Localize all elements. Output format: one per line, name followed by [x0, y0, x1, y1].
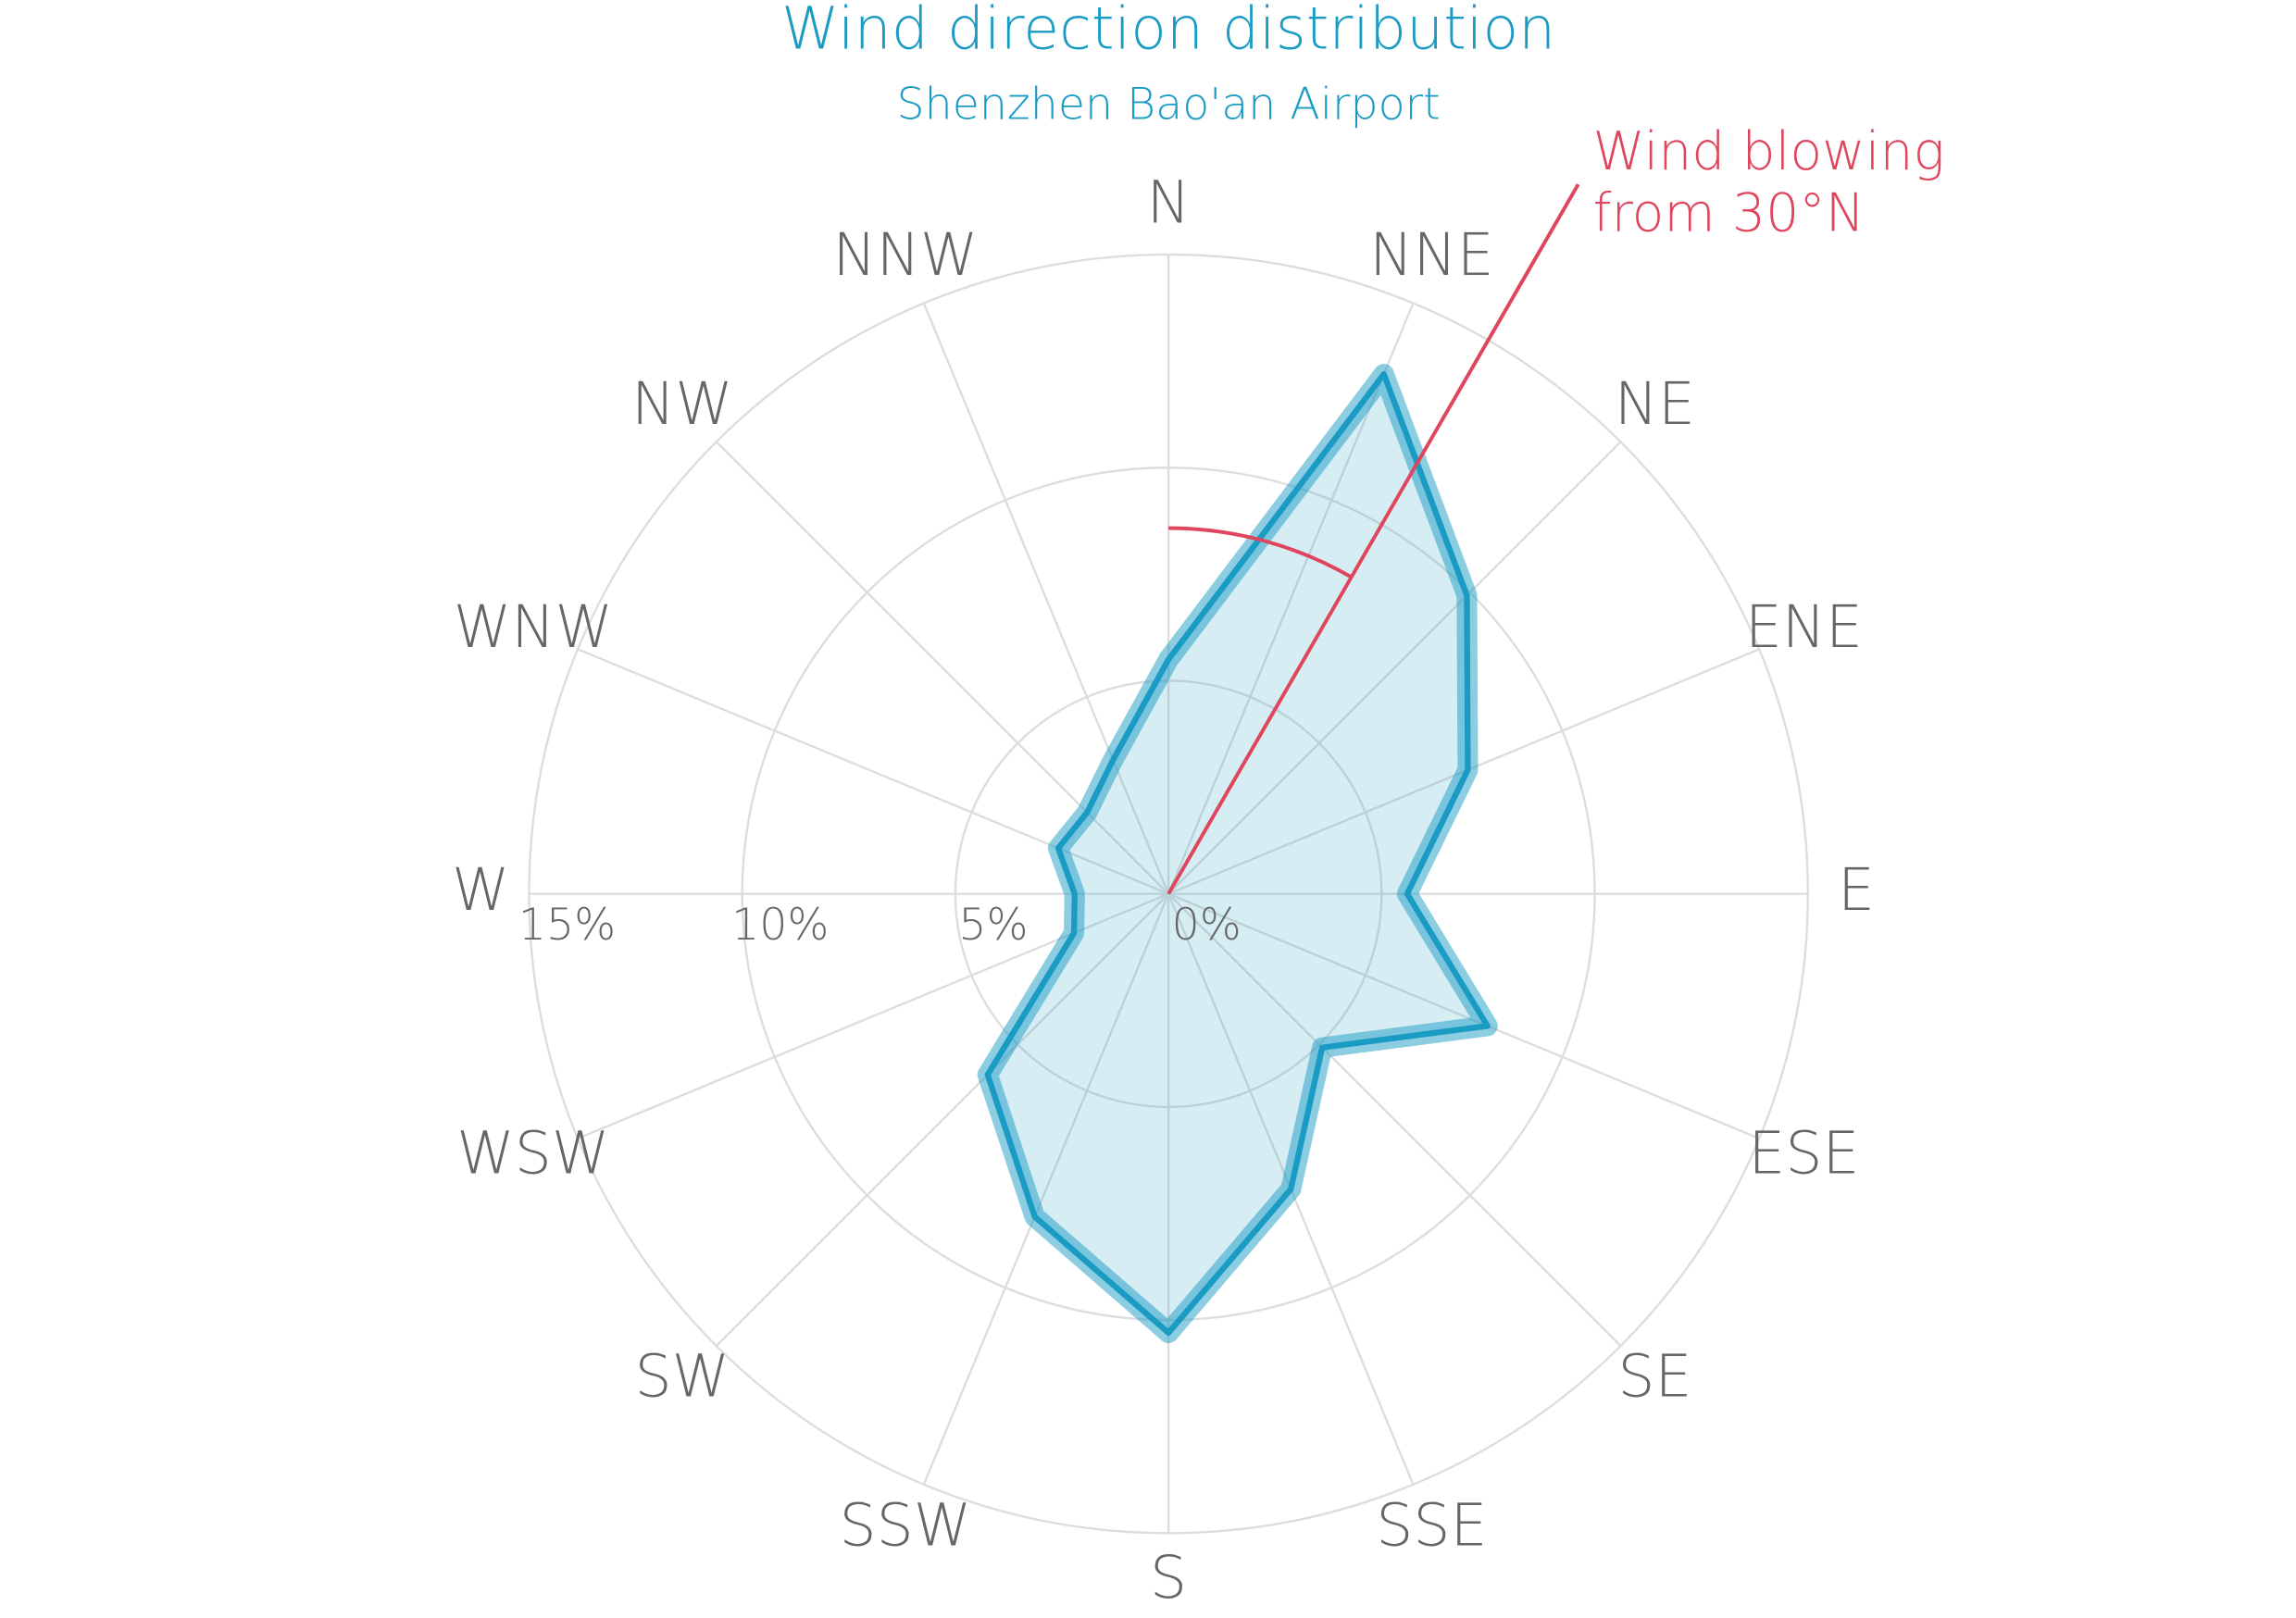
spoke: [1167, 441, 1622, 895]
direction-label: NW: [631, 369, 733, 438]
direction-label: E: [1838, 855, 1875, 924]
direction-label: SSE: [1376, 1490, 1487, 1559]
direction-label: N: [1146, 168, 1190, 236]
direction-label: S: [1150, 1543, 1187, 1612]
annotation-text: from 30°N: [1592, 182, 1865, 243]
direction-label: ENE: [1745, 592, 1863, 661]
r-tick-label: 10%: [731, 900, 829, 951]
direction-label: SSW: [839, 1490, 971, 1559]
spoke: [922, 303, 1170, 895]
spoke: [1167, 892, 1622, 1347]
spoke: [715, 892, 1169, 1347]
direction-label: WSW: [456, 1118, 609, 1187]
annotation-arc: [1168, 526, 1353, 579]
annotation-line: [1167, 183, 1580, 895]
direction-label: SE: [1617, 1341, 1691, 1410]
direction-label: NE: [1615, 369, 1695, 438]
r-tick-label: 5%: [958, 900, 1028, 951]
annotation-text: Wind blowing: [1592, 121, 1944, 182]
chart-subtitle: Shenzhen Bao'an Airport: [897, 79, 1441, 130]
spoke: [922, 893, 1170, 1486]
r-tick-label: 0%: [1172, 900, 1242, 951]
r-tick-label: 15%: [518, 900, 616, 951]
direction-label: ESE: [1748, 1118, 1859, 1187]
direction-label: NNE: [1369, 220, 1494, 289]
direction-label: SW: [635, 1341, 730, 1410]
direction-label: W: [452, 855, 510, 924]
spoke: [1167, 892, 1760, 1140]
area-line: [984, 370, 1491, 1337]
direction-label: WNW: [454, 592, 613, 661]
chart-title: Wind direction distribution: [781, 0, 1555, 62]
direction-label: NNW: [832, 220, 978, 289]
